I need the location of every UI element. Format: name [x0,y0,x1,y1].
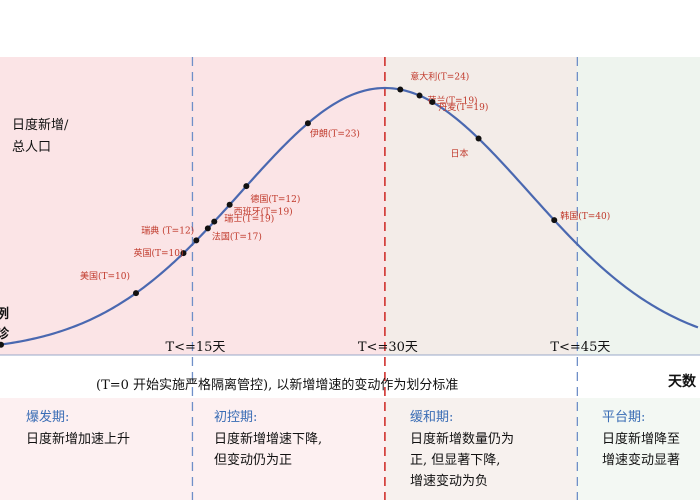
divider-label-45: T<=45天 [550,340,610,355]
country-point-11 [475,135,482,142]
country-label-5: 西班牙(T=19) [234,206,293,218]
y-axis-label: 日度新增/ [12,117,69,133]
phase-control-background [192,57,385,355]
phase-burst-background [0,57,192,355]
y-axis-label-2: 总人口 [12,140,51,155]
x-axis-label: 天数 [668,373,697,390]
country-label-4: 瑞士(T=19) [224,213,274,225]
phase-desc-1-1: 但变动仍为正 [214,452,292,468]
country-label-12: 韩国(T=40) [560,210,610,222]
divider-label-30: T<=30天 [358,340,418,355]
country-label-2: 瑞典 (T=12) [141,224,194,236]
country-point-7 [304,120,311,127]
phase-ease-background [385,57,577,355]
phase-descriptions: 爆发期: 日度新增加速上升 初控期: 日度新增增速下降, 但变动仍为正 缓和期: 日度新增数… [26,409,680,489]
y-axis-label-line-1: 日度新增/ [12,117,69,133]
y-fragment-line-1: 例 [0,306,9,322]
phase-plateau-desc-background [577,398,700,500]
country-label-11: 日本 [451,148,469,160]
footnote: (T=0 开始实施严格隔离管控), 以新增增速的变动作为划分标准 [96,377,458,393]
country-point-12 [551,217,558,224]
country-point-1 [180,250,187,257]
phase-title-3: 平台期: [602,410,645,425]
country-point-4 [211,218,218,225]
phase-ease-desc-background [385,398,577,500]
country-label-10: 丹麦(T=19) [438,101,488,113]
divider-label-15: T<=15天 [165,340,225,355]
phase-desc-2-0: 日度新增数量仍为 [410,431,514,447]
country-point-3 [204,225,211,232]
y-axis-fragment-1: 例 [0,306,9,322]
phase-title-1: 初控期: [214,410,257,425]
country-point-10 [429,99,436,106]
y-axis-fragment-2: 诊 [0,326,10,342]
country-point-0 [132,290,139,297]
origin-point [0,341,4,348]
y-fragment-line-2: 诊 [0,326,10,342]
phase-desc-0-0: 日度新增加速上升 [26,431,130,447]
divider-labels: T<=15天 T<=30天 T<=45天 [165,340,610,355]
country-point-9 [416,92,423,99]
phase-plateau-background [577,57,700,355]
phase-burst-desc-background [0,398,192,500]
country-label-0: 美国(T=10) [80,270,130,282]
country-label-3: 法国(T=17) [212,230,262,242]
epidemic-curve [0,86,699,346]
country-point-5 [226,201,233,208]
phase-title-0: 爆发期: [26,409,69,425]
phase-desc-3-0: 日度新增降至 [602,431,680,447]
country-label-6: 德国(T=12) [250,193,300,205]
y-axis-label-line-2: 总人口 [12,140,51,155]
country-label-8: 意大利(T=24) [410,71,469,83]
country-point-6 [243,183,250,190]
phase-title-2: 缓和期: [410,410,453,425]
phase-desc-2-2: 增速变动为负 [410,473,488,489]
country-point-2 [193,237,200,244]
phase-desc-2-1: 正, 但显著下降, [410,453,500,468]
country-label-1: 英国(T=10) [133,247,183,259]
country-label-7: 伊朗(T=23) [310,127,360,139]
country-point-8 [397,86,404,93]
phase-desc-3-1: 增速变动显著 [602,452,680,468]
phase-desc-1-0: 日度新增增速下降, [214,431,322,447]
country-label-9: 荷兰(T=19) [428,95,478,107]
country-points: 美国(T=10)英国(T=10) 瑞典 (T=12) 法国(T=17) 瑞士(T=19… [0,71,610,348]
phase-control-desc-background [192,398,385,500]
